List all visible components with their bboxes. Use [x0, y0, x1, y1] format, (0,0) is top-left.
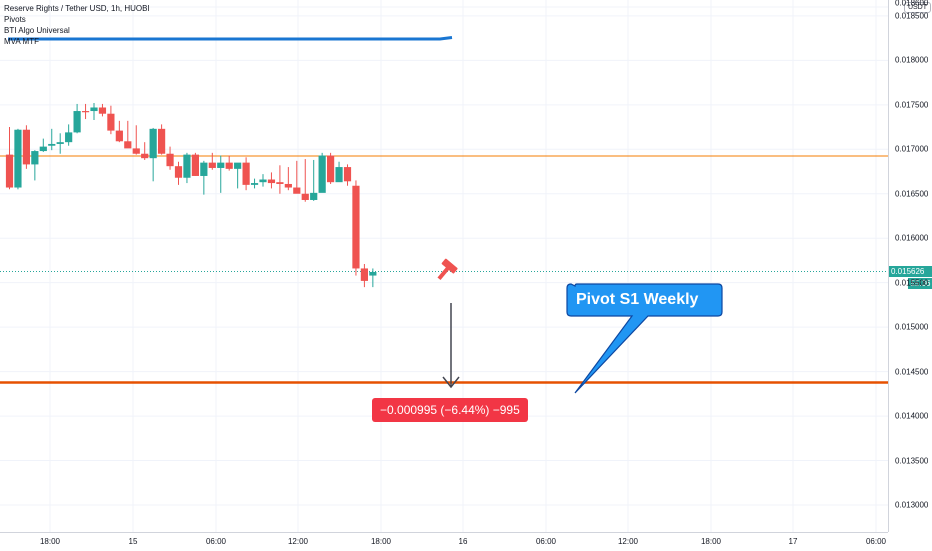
- candle-body: [39, 146, 47, 152]
- price-tick-label: 0.016000: [895, 233, 929, 243]
- price-range-label[interactable]: −0.000995 (−6.44%) −995: [372, 398, 528, 422]
- candle-body: [352, 185, 360, 269]
- price-tick-label: 0.018000: [895, 55, 929, 65]
- candle-body: [158, 128, 166, 154]
- callout-bubble: [566, 283, 723, 394]
- candle-body: [191, 154, 199, 176]
- bar-countdown-badge: 55:36: [908, 278, 932, 290]
- price-tick-label: 0.018600: [895, 0, 929, 8]
- candle-body: [343, 167, 352, 182]
- candle-body: [98, 107, 107, 114]
- candle-body: [208, 162, 216, 168]
- candle-body: [369, 272, 377, 276]
- hammer-handle: [437, 266, 450, 281]
- candle-body: [183, 154, 191, 178]
- time-tick-label: 18:00: [700, 537, 722, 546]
- candle-body: [149, 128, 157, 159]
- plot-area[interactable]: Reserve Rights / Tether USD, 1h, HUOBI P…: [0, 0, 888, 532]
- candle-body: [267, 179, 276, 184]
- candle-body: [293, 187, 301, 194]
- price-tick-label: 0.015500: [895, 278, 929, 288]
- candle-body: [200, 162, 208, 176]
- candle-body: [284, 183, 292, 188]
- candle-body: [5, 154, 14, 188]
- candle-body: [250, 183, 259, 185]
- price-tick-label: 0.014000: [895, 411, 929, 421]
- indicator-bti-algo[interactable]: BTI Algo Universal: [4, 26, 70, 35]
- candle-body: [22, 129, 30, 165]
- hammer-marker: [437, 258, 458, 281]
- price-tick-label: 0.016500: [895, 189, 929, 199]
- time-tick-label: 18:00: [370, 537, 392, 546]
- candle-body: [360, 268, 368, 281]
- price-tick-label: 0.014500: [895, 367, 929, 377]
- plot-svg[interactable]: [0, 0, 888, 532]
- candle-body: [141, 153, 149, 159]
- price-tick-label: 0.017500: [895, 100, 929, 110]
- hammer-head: [441, 258, 458, 274]
- candle-body: [166, 153, 174, 167]
- indicator-pivots[interactable]: Pivots: [4, 15, 26, 24]
- time-tick-label: 18:00: [39, 537, 61, 546]
- candle-body: [115, 130, 123, 142]
- candle-body: [318, 155, 326, 193]
- candle-body: [242, 162, 250, 185]
- candle-body: [107, 113, 115, 131]
- price-tick-label: 0.013000: [895, 500, 929, 510]
- price-axis[interactable]: USDT 0.015626 55:36 0.018600 0.018500 0.01…: [888, 0, 932, 532]
- candle-body: [259, 179, 267, 183]
- candle-body: [234, 162, 242, 169]
- candle-body: [132, 148, 140, 154]
- time-axis[interactable]: 18:00 15 06:00 12:00 18:00 16 06:00 12:00 18:00 1…: [0, 532, 888, 551]
- candle-body: [310, 192, 318, 200]
- candle-body: [174, 166, 183, 178]
- candle-body: [48, 143, 56, 146]
- candle-body: [90, 107, 98, 112]
- mva-line: [8, 36, 453, 41]
- candle-body: [14, 129, 22, 188]
- price-tick-label: 0.017000: [895, 144, 929, 154]
- time-tick-label: 06:00: [865, 537, 887, 546]
- candle-body: [73, 111, 81, 133]
- candle-body: [225, 162, 233, 169]
- indicator-mva-mtf[interactable]: MVA MTF: [4, 37, 39, 46]
- time-tick-label: 06:00: [535, 537, 557, 546]
- time-tick-label: 16: [458, 537, 468, 546]
- time-tick-label: 12:00: [617, 537, 639, 546]
- price-tick-label: 0.015000: [895, 322, 929, 332]
- candle-body: [81, 111, 90, 113]
- candle-body: [124, 141, 132, 149]
- currency-button[interactable]: USDT: [903, 2, 931, 13]
- candle-body: [56, 142, 64, 144]
- candle-body: [217, 162, 225, 168]
- time-tick-label: 15: [128, 537, 138, 546]
- price-tick-label: 0.013500: [895, 456, 929, 466]
- time-tick-label: 06:00: [205, 537, 227, 546]
- legend: Reserve Rights / Tether USD, 1h, HUOBI P…: [4, 3, 150, 47]
- candle-body: [31, 151, 39, 165]
- candle-body: [335, 167, 343, 183]
- symbol-title[interactable]: Reserve Rights / Tether USD, 1h, HUOBI: [4, 4, 150, 13]
- time-tick-label: 12:00: [287, 537, 309, 546]
- candle-body: [327, 155, 335, 183]
- candle-body: [276, 182, 284, 184]
- callout-pivot-s1-weekly[interactable]: Pivot S1 Weekly: [576, 291, 699, 308]
- time-tick-label: 17: [788, 537, 798, 546]
- price-tick-label: 0.018500: [895, 11, 929, 21]
- candle-body: [301, 193, 309, 200]
- last-price-badge: 0.015626: [889, 265, 932, 277]
- measure-arrow-head: [442, 376, 460, 389]
- candle-body: [65, 132, 73, 143]
